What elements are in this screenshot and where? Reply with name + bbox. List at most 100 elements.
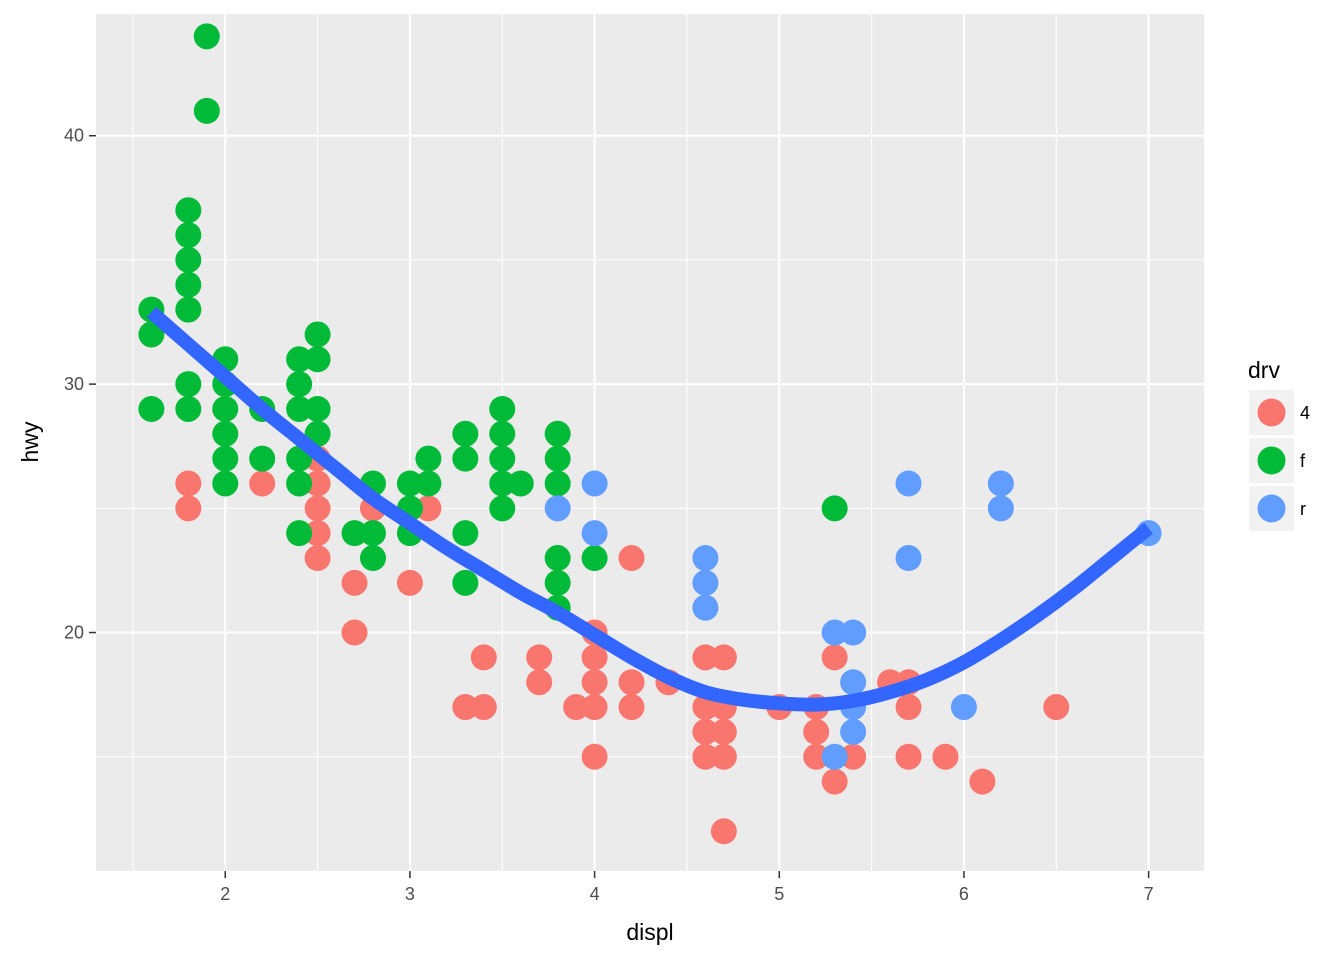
data-point-f <box>415 470 442 497</box>
data-point-4 <box>581 694 608 721</box>
data-point-4 <box>710 718 737 745</box>
data-point-f <box>138 321 165 348</box>
data-point-r <box>840 718 867 745</box>
data-point-f <box>212 395 239 422</box>
data-point-4 <box>396 569 423 596</box>
data-point-r <box>821 743 848 770</box>
y-tick-label: 40 <box>64 126 84 146</box>
x-tick-label: 6 <box>959 884 969 904</box>
x-axis: 2 3 4 5 6 7 <box>220 871 1154 904</box>
data-point-f <box>212 445 239 472</box>
legend-entries: 4 f r <box>1249 390 1310 531</box>
data-point-f <box>175 371 202 398</box>
legend-key-dot <box>1257 494 1286 523</box>
y-axis: 20 30 40 <box>64 126 96 643</box>
data-point-f <box>175 296 202 323</box>
data-point-4 <box>840 743 867 770</box>
data-point-4 <box>895 743 922 770</box>
data-point-f <box>304 395 331 422</box>
data-point-4 <box>341 619 368 646</box>
data-point-4 <box>821 768 848 795</box>
data-point-r <box>692 569 719 596</box>
data-point-f <box>452 569 479 596</box>
data-point-r <box>987 470 1014 497</box>
data-point-4 <box>581 743 608 770</box>
data-point-f <box>581 545 608 572</box>
legend-label: f <box>1300 451 1306 471</box>
legend-label: 4 <box>1300 403 1310 423</box>
data-point-f <box>138 395 165 422</box>
data-point-4 <box>969 768 996 795</box>
legend-key-dot <box>1257 398 1286 427</box>
data-point-f <box>452 445 479 472</box>
data-point-4 <box>452 694 479 721</box>
data-point-f <box>175 395 202 422</box>
data-point-f <box>212 420 239 447</box>
data-point-4 <box>692 644 719 671</box>
data-point-4 <box>470 644 497 671</box>
data-point-4 <box>803 743 830 770</box>
data-point-r <box>581 470 608 497</box>
data-point-f <box>212 470 239 497</box>
data-point-f <box>193 97 220 124</box>
data-point-f <box>544 569 571 596</box>
data-point-f <box>193 23 220 50</box>
data-point-4 <box>526 669 553 696</box>
data-point-4 <box>581 669 608 696</box>
data-point-4 <box>803 718 830 745</box>
data-point-f <box>489 445 516 472</box>
data-point-f <box>175 197 202 224</box>
data-point-f <box>360 545 386 572</box>
data-point-f <box>360 520 386 547</box>
smooth-line <box>146 306 1153 712</box>
data-point-f <box>452 420 479 447</box>
data-point-r <box>821 619 848 646</box>
y-tick-label: 20 <box>64 623 84 643</box>
data-point-4 <box>710 743 737 770</box>
plot-panel <box>96 14 1204 871</box>
data-point-f <box>286 395 313 422</box>
data-point-f <box>544 420 571 447</box>
x-tick-label: 3 <box>405 884 415 904</box>
data-point-f <box>544 470 571 497</box>
data-point-f <box>821 495 848 522</box>
data-point-4 <box>581 644 608 671</box>
data-point-f <box>489 395 516 422</box>
data-point-r <box>544 495 571 522</box>
data-point-4 <box>304 495 331 522</box>
data-point-4 <box>563 694 590 721</box>
data-point-4 <box>341 569 368 596</box>
data-point-r <box>692 594 719 621</box>
data-point-4 <box>304 545 331 572</box>
x-tick-label: 2 <box>220 884 230 904</box>
legend-title: drv <box>1248 357 1280 383</box>
data-point-4 <box>710 644 737 671</box>
data-point-r <box>840 669 867 696</box>
minor-gridlines <box>96 14 1204 871</box>
x-axis-title: displ <box>626 919 673 945</box>
data-point-f <box>286 371 313 398</box>
data-point-r <box>987 495 1014 522</box>
data-point-f <box>507 470 534 497</box>
data-point-f <box>396 470 423 497</box>
data-point-r <box>581 520 608 547</box>
data-point-f <box>489 420 516 447</box>
data-point-f <box>544 445 571 472</box>
data-point-4 <box>175 495 202 522</box>
data-point-f <box>249 445 276 472</box>
x-tick-label: 5 <box>774 884 784 904</box>
data-point-f <box>341 520 368 547</box>
data-point-4 <box>470 694 497 721</box>
data-point-r <box>895 545 922 572</box>
legend-key-dot <box>1257 446 1286 475</box>
data-point-f <box>415 445 442 472</box>
smooth-curve <box>146 306 1153 712</box>
data-point-f <box>304 321 331 348</box>
data-point-4 <box>692 718 719 745</box>
data-point-r <box>895 470 922 497</box>
data-point-4 <box>1043 694 1070 721</box>
data-point-f <box>286 520 313 547</box>
data-point-4 <box>618 545 645 572</box>
data-point-4 <box>710 818 737 845</box>
